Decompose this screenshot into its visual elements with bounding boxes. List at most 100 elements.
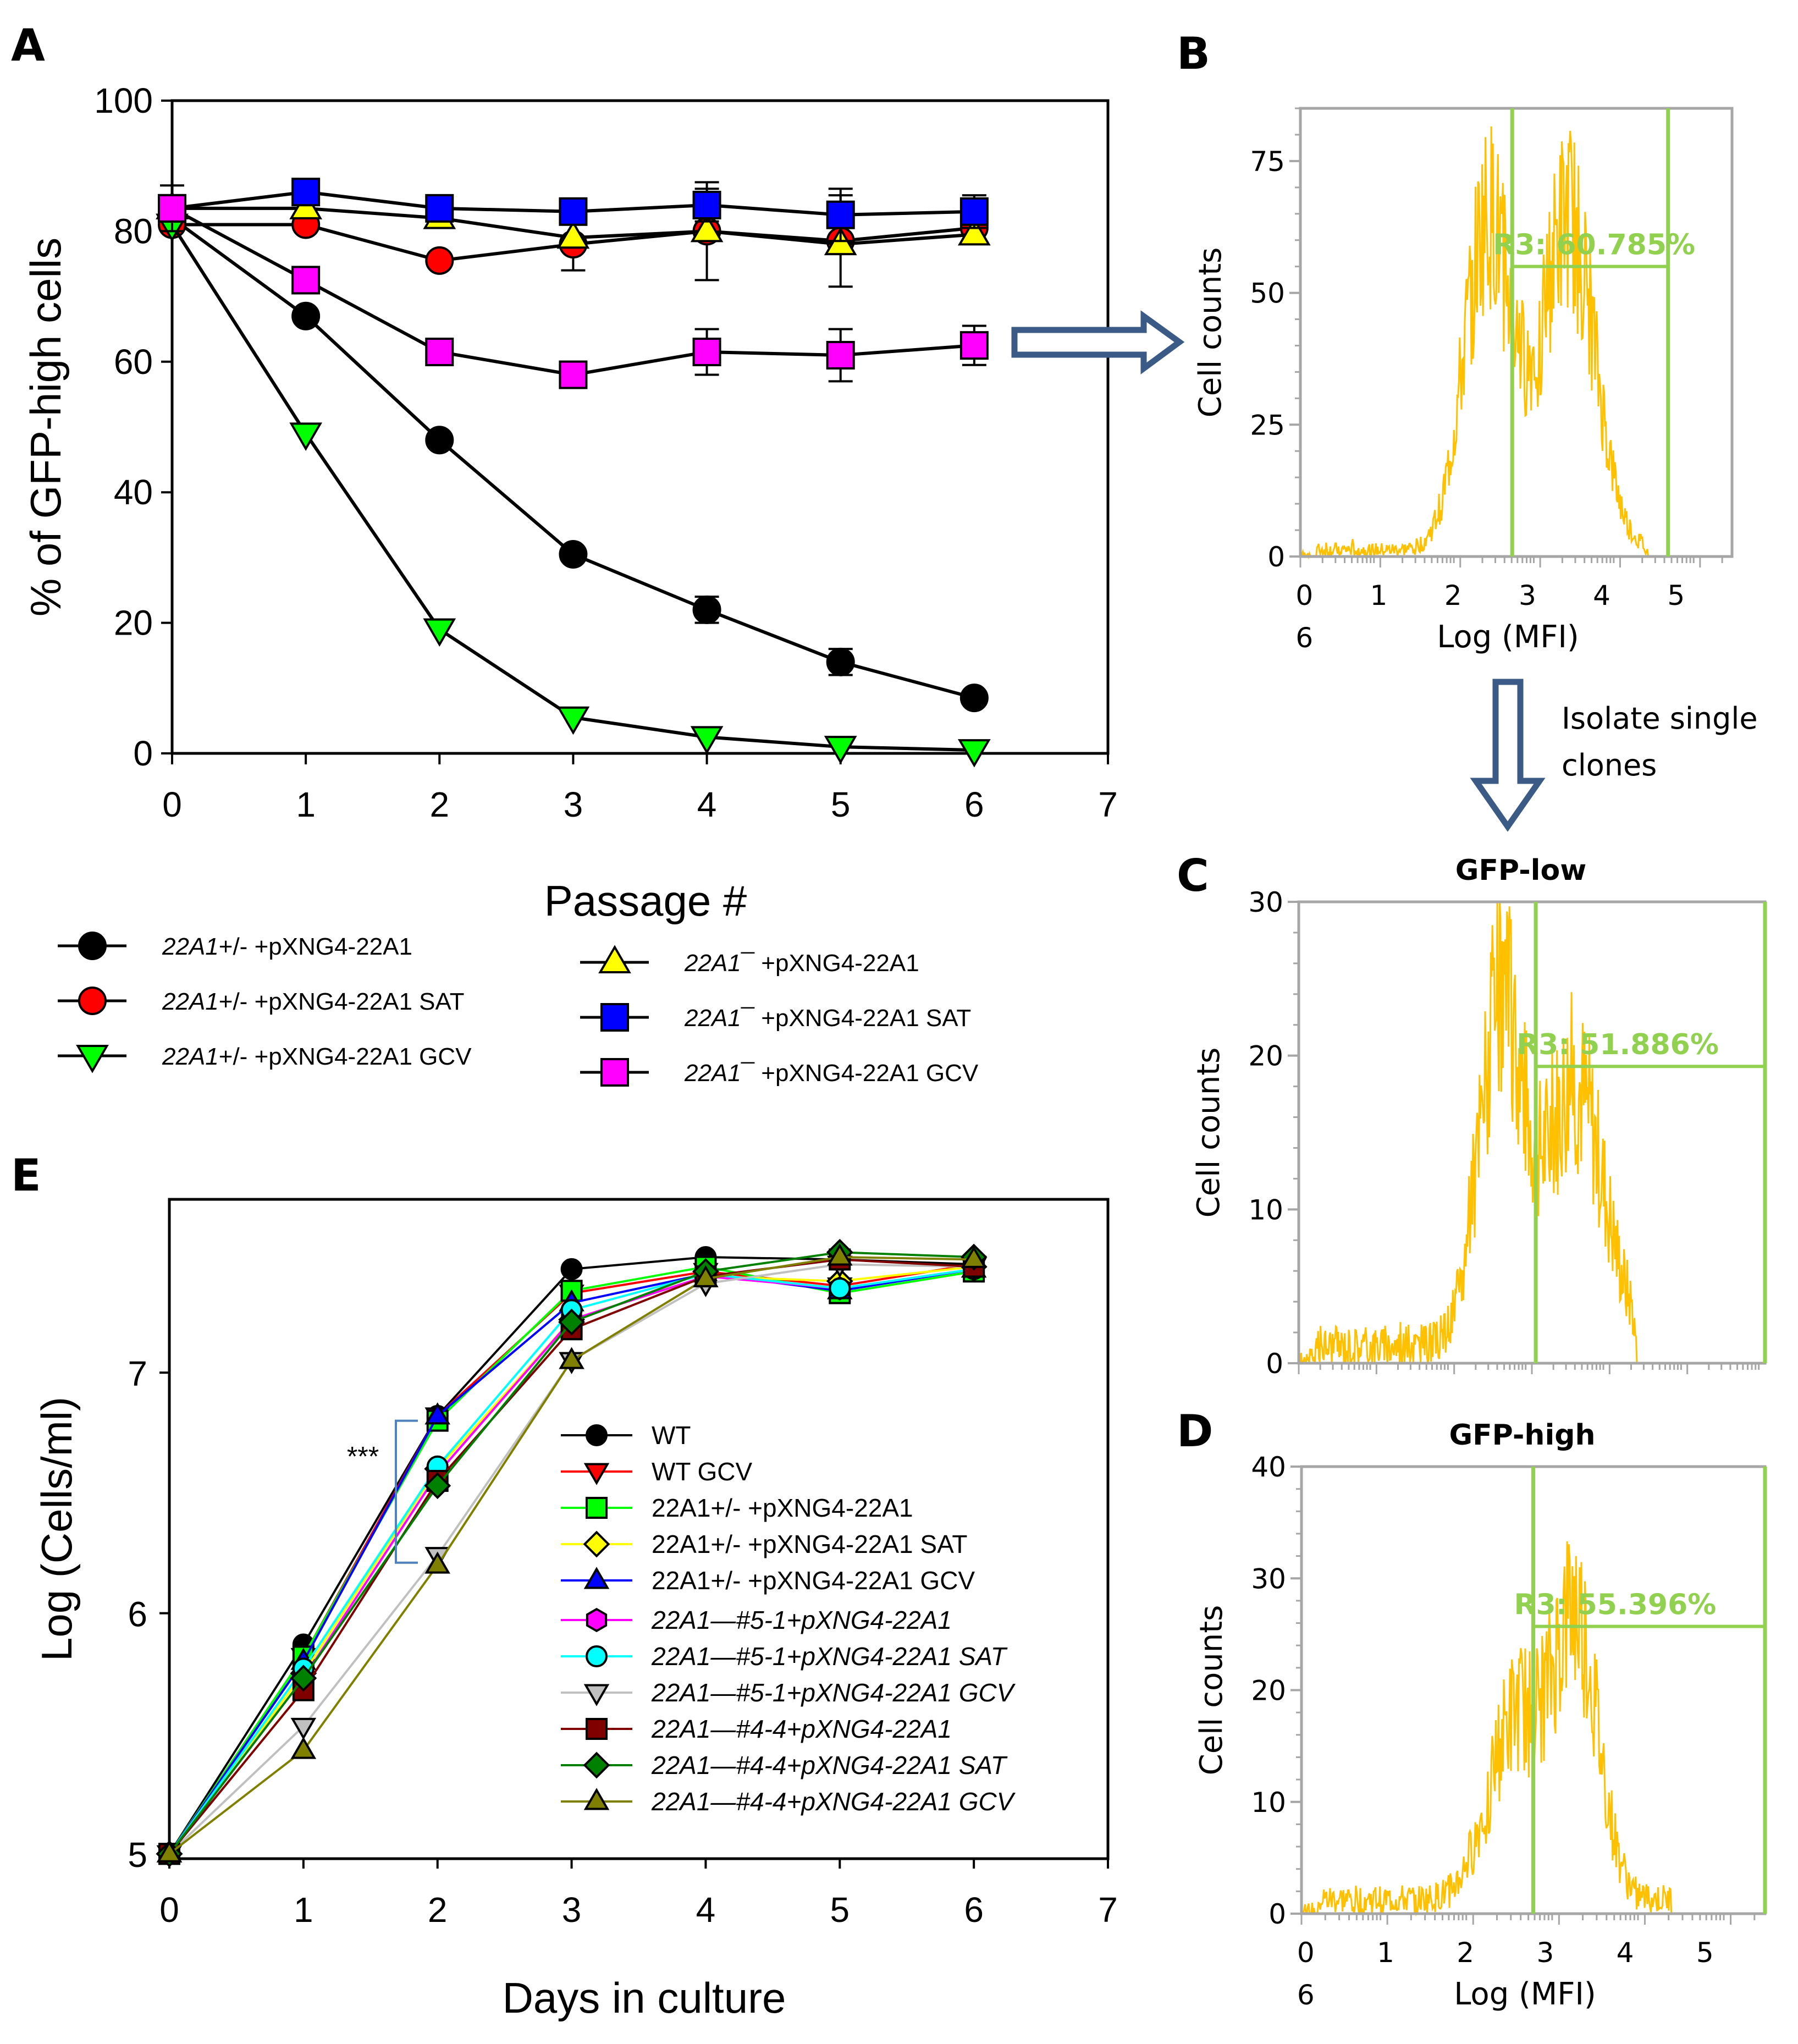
legend-label: 22A1+/- +pXNG4-22A1 GCV bbox=[652, 1566, 975, 1595]
y-tick-label: 5 bbox=[128, 1835, 147, 1875]
legend-marker bbox=[586, 1645, 608, 1667]
legend-item: WT GCV bbox=[561, 1457, 752, 1486]
y-axis-title: Cell counts bbox=[1193, 247, 1228, 418]
y-tick-label: 75 bbox=[1250, 146, 1285, 178]
x-tick-label: 5 bbox=[830, 1890, 850, 1930]
data-point bbox=[558, 1308, 585, 1336]
gate-label: R3: 55.396% bbox=[1514, 1589, 1717, 1622]
legend-label-rest: +pXNG4-22A1 GCV bbox=[754, 1060, 979, 1087]
data-point bbox=[290, 1737, 317, 1759]
y-tick-label: 6 bbox=[128, 1595, 147, 1634]
y-tick-label: 0 bbox=[1267, 541, 1285, 573]
x-tick-label: 6 bbox=[964, 1890, 984, 1930]
legend-item: 22A1+/- +pXNG4-22A1 bbox=[561, 1494, 913, 1522]
panel-label-c: C bbox=[1177, 850, 1209, 901]
legend-label-italic: 22A1 bbox=[162, 933, 219, 960]
y-tick-label: 80 bbox=[114, 211, 153, 251]
legend-item: 22A1—#4-4+pXNG4-22A1 SAT bbox=[561, 1751, 1008, 1779]
legend-marker bbox=[586, 1607, 608, 1633]
legend-label: 22A1+/- +pXNG4-22A1 bbox=[162, 933, 412, 960]
x-tick-label: 4 bbox=[697, 785, 717, 824]
y-tick-label: 20 bbox=[1248, 1040, 1283, 1072]
legend-item: 22A1—#4-4+pXNG4-22A1 bbox=[561, 1715, 952, 1743]
y-tick-label: 0 bbox=[1268, 1898, 1286, 1930]
x-axis-title: Log (MFI) bbox=[1454, 1976, 1596, 2012]
y-tick-label: 40 bbox=[114, 472, 153, 512]
legend-item: 22A1—#5-1+pXNG4-22A1 GCV bbox=[561, 1678, 1016, 1707]
data-point bbox=[291, 301, 321, 330]
data-point bbox=[291, 266, 321, 295]
data-point bbox=[424, 1551, 450, 1574]
panel-a-chart: 0 20 40 60 80 100 0 1 2 3 4 5 6 7 Passage # % of GFP-hi… bbox=[21, 81, 1118, 1087]
legend-label: 22A1—#4-4+pXNG4-22A1 bbox=[651, 1715, 952, 1743]
data-point bbox=[690, 726, 724, 754]
legend-label: 22A1—#4-4+pXNG4-22A1 GCV bbox=[651, 1787, 1016, 1816]
x-tick-label: 7 bbox=[1098, 785, 1118, 824]
data-point bbox=[424, 1402, 450, 1425]
y-tick-label: 7 bbox=[128, 1354, 147, 1393]
x-tick-label: 4 bbox=[696, 1890, 716, 1930]
legend-label-rest: +/- +pXNG4-22A1 bbox=[219, 933, 412, 960]
plot-frame bbox=[1297, 900, 1767, 1365]
legend-marker bbox=[583, 1463, 610, 1485]
legend-label: WT GCV bbox=[652, 1457, 752, 1486]
data-point bbox=[961, 1246, 987, 1268]
y-tick-label: 40 bbox=[1251, 1451, 1286, 1483]
legend-marker bbox=[600, 1058, 629, 1087]
legend-marker bbox=[78, 932, 107, 960]
legend-label: 22A1—#5-1+pXNG4-22A1 bbox=[651, 1606, 952, 1634]
legend-label: 22A1—#4-4+pXNG4-22A1 SAT bbox=[651, 1751, 1008, 1779]
legend-marker bbox=[598, 945, 631, 973]
plot-frame bbox=[168, 1198, 1110, 1860]
data-point bbox=[690, 213, 724, 243]
series-0 bbox=[158, 203, 989, 713]
data-point bbox=[692, 337, 721, 366]
legend-label-rest: +pXNG4-22A1 bbox=[754, 950, 919, 977]
data-point bbox=[290, 1665, 317, 1692]
panel-label-a: A bbox=[11, 20, 45, 71]
x-axis-title: Days in culture bbox=[503, 1974, 786, 2022]
data-point bbox=[959, 331, 989, 360]
legend-item: 22A1+/- +pXNG4-22A1 GCV bbox=[58, 1043, 472, 1073]
x-extra-label: 6 bbox=[1295, 622, 1313, 654]
data-point bbox=[156, 1840, 183, 1863]
y-tick-label: 10 bbox=[1251, 1787, 1286, 1819]
legend-label: WT bbox=[652, 1421, 691, 1450]
panel-label-e: E bbox=[11, 1150, 41, 1201]
histogram-trace bbox=[1298, 901, 1719, 1364]
x-tick-label: 5 bbox=[831, 785, 851, 824]
y-axis-title: Cell counts bbox=[1194, 1605, 1229, 1776]
x-tick-label: 0 bbox=[1295, 580, 1313, 611]
legend-label-rest: +pXNG4-22A1 SAT bbox=[754, 1005, 971, 1032]
legend-marker bbox=[586, 1424, 608, 1446]
legend-label-italic: 22A1¯ bbox=[684, 1060, 755, 1087]
legend-label-rest: +/- +pXNG4-22A1 SAT bbox=[219, 988, 465, 1015]
panel-c-histogram: GFP-low 0 10 20 30 Cell counts R3: 51.886% bbox=[1191, 854, 1767, 1380]
data-point bbox=[559, 360, 588, 389]
data-point bbox=[425, 337, 454, 366]
legend-marker bbox=[583, 1751, 610, 1779]
legend-item: 22A1+/- +pXNG4-22A1 SAT bbox=[58, 987, 465, 1015]
x-tick-label: 7 bbox=[1098, 1890, 1118, 1930]
x-tick-label: 0 bbox=[162, 785, 182, 824]
series-5 bbox=[158, 194, 989, 389]
data-point bbox=[957, 739, 991, 768]
data-point bbox=[692, 595, 721, 624]
data-point bbox=[826, 647, 855, 676]
panel-d-histogram: GFP-high 0 10 20 30 40 0 1 2 3 4 5 6 Log (MFI) Cell co… bbox=[1194, 1419, 1767, 2012]
legend-marker bbox=[586, 1497, 608, 1519]
x-tick-label: 2 bbox=[428, 1890, 448, 1930]
x-tick-label: 3 bbox=[562, 1890, 582, 1930]
data-point bbox=[826, 340, 855, 370]
legend-marker bbox=[600, 1003, 629, 1032]
legend-item: 22A1+/- +pXNG4-22A1 bbox=[58, 932, 412, 960]
x-axis-title: Passage # bbox=[544, 877, 747, 925]
y-axis-title: Cell counts bbox=[1191, 1048, 1227, 1218]
legend-label: 22A1—#5-1+pXNG4-22A1 SAT bbox=[651, 1642, 1008, 1671]
data-point bbox=[290, 1717, 317, 1740]
x-tick-label: 4 bbox=[1593, 580, 1611, 611]
legend-label: 22A1—#5-1+pXNG4-22A1 GCV bbox=[651, 1678, 1016, 1707]
series-2 bbox=[156, 213, 991, 768]
gate-label: R3: 60.785% bbox=[1493, 229, 1695, 262]
data-point bbox=[959, 684, 989, 713]
